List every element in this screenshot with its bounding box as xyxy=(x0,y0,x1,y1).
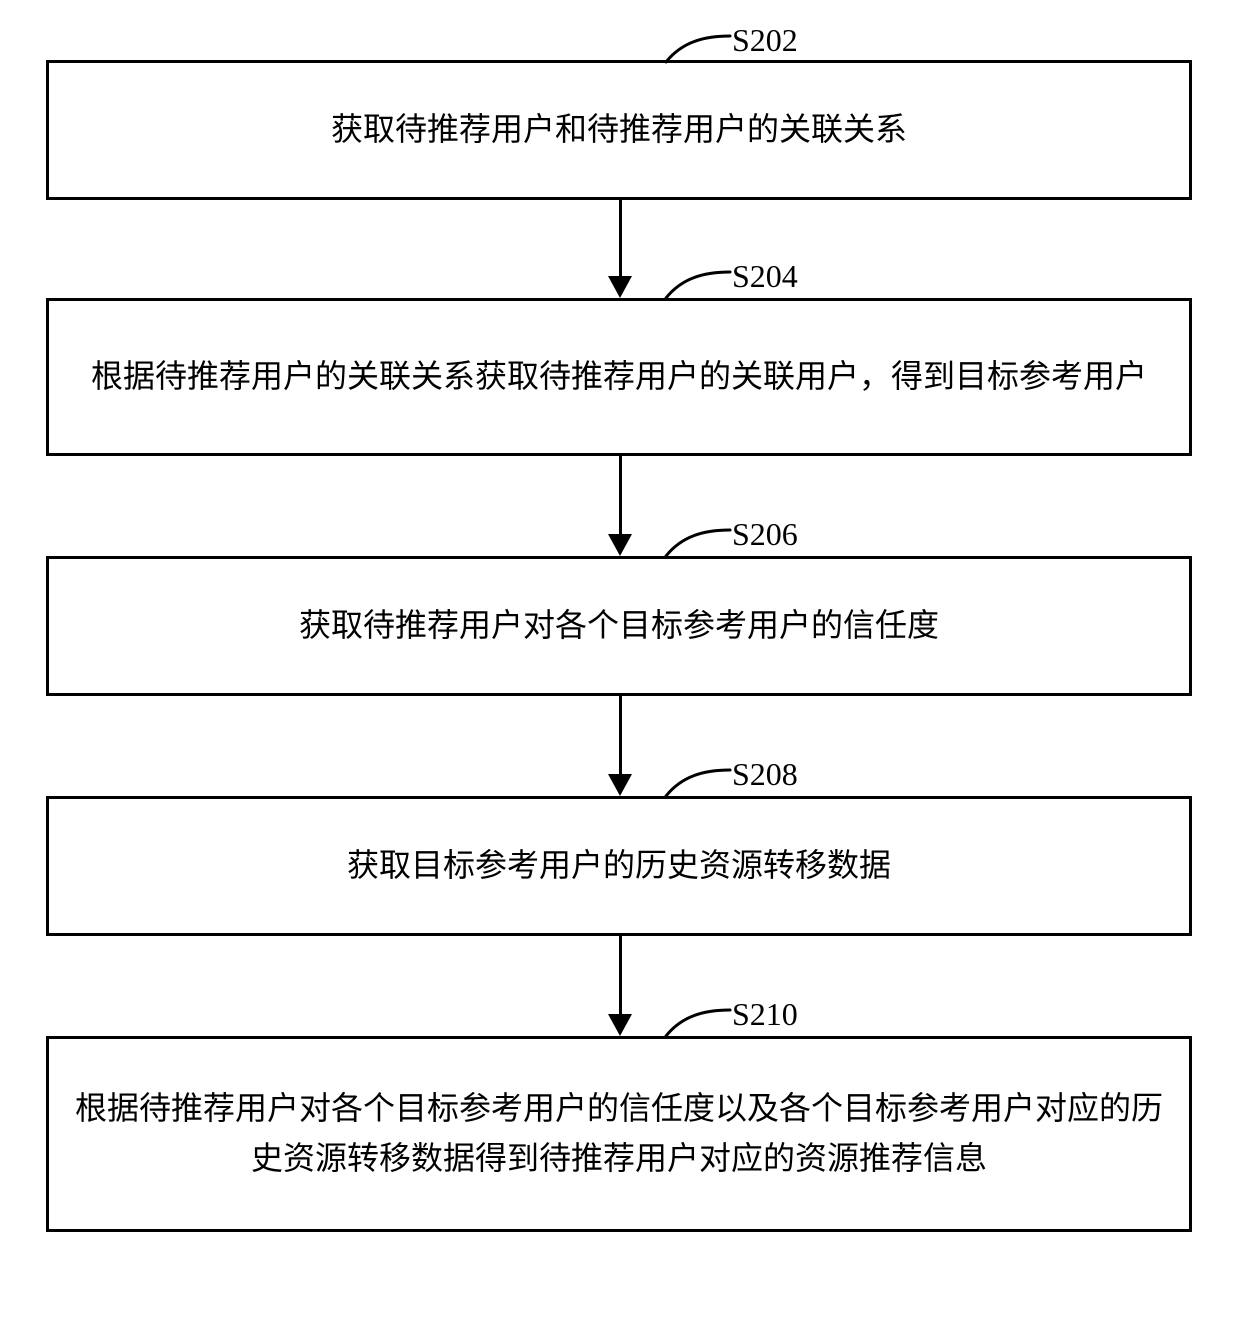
arrow-head-icon xyxy=(608,774,632,796)
step-label-s210: S210 xyxy=(732,996,798,1033)
step-text: 获取待推荐用户对各个目标参考用户的信任度 xyxy=(299,601,939,651)
step-box-s210: 根据待推荐用户对各个目标参考用户的信任度以及各个目标参考用户对应的历史资源转移数… xyxy=(46,1036,1192,1232)
step-label-s204: S204 xyxy=(732,258,798,295)
arrow-line-4 xyxy=(619,936,622,1014)
arrow-line-2 xyxy=(619,456,622,534)
arrow-head-icon xyxy=(608,1014,632,1036)
label-leader xyxy=(664,266,734,302)
step-text: 获取目标参考用户的历史资源转移数据 xyxy=(347,841,891,891)
step-box-s206: 获取待推荐用户对各个目标参考用户的信任度 xyxy=(46,556,1192,696)
label-leader xyxy=(664,764,734,800)
label-leader xyxy=(664,30,734,66)
arrow-line-1 xyxy=(619,200,622,276)
arrow-head-icon xyxy=(608,534,632,556)
label-leader xyxy=(664,524,734,560)
step-label-s206: S206 xyxy=(732,516,798,553)
arrow-line-3 xyxy=(619,696,622,774)
step-label-s202: S202 xyxy=(732,22,798,59)
step-text: 获取待推荐用户和待推荐用户的关联关系 xyxy=(331,105,907,155)
step-text: 根据待推荐用户对各个目标参考用户的信任度以及各个目标参考用户对应的历史资源转移数… xyxy=(69,1084,1169,1183)
arrow-head-icon xyxy=(608,276,632,298)
label-leader xyxy=(664,1004,734,1040)
step-box-s202: 获取待推荐用户和待推荐用户的关联关系 xyxy=(46,60,1192,200)
flowchart-canvas: 获取待推荐用户和待推荐用户的关联关系 S202 根据待推荐用户的关联关系获取待推荐用… xyxy=(0,0,1240,1322)
step-box-s204: 根据待推荐用户的关联关系获取待推荐用户的关联用户，得到目标参考用户 xyxy=(46,298,1192,456)
step-label-s208: S208 xyxy=(732,756,798,793)
step-text: 根据待推荐用户的关联关系获取待推荐用户的关联用户，得到目标参考用户 xyxy=(91,352,1147,402)
step-box-s208: 获取目标参考用户的历史资源转移数据 xyxy=(46,796,1192,936)
